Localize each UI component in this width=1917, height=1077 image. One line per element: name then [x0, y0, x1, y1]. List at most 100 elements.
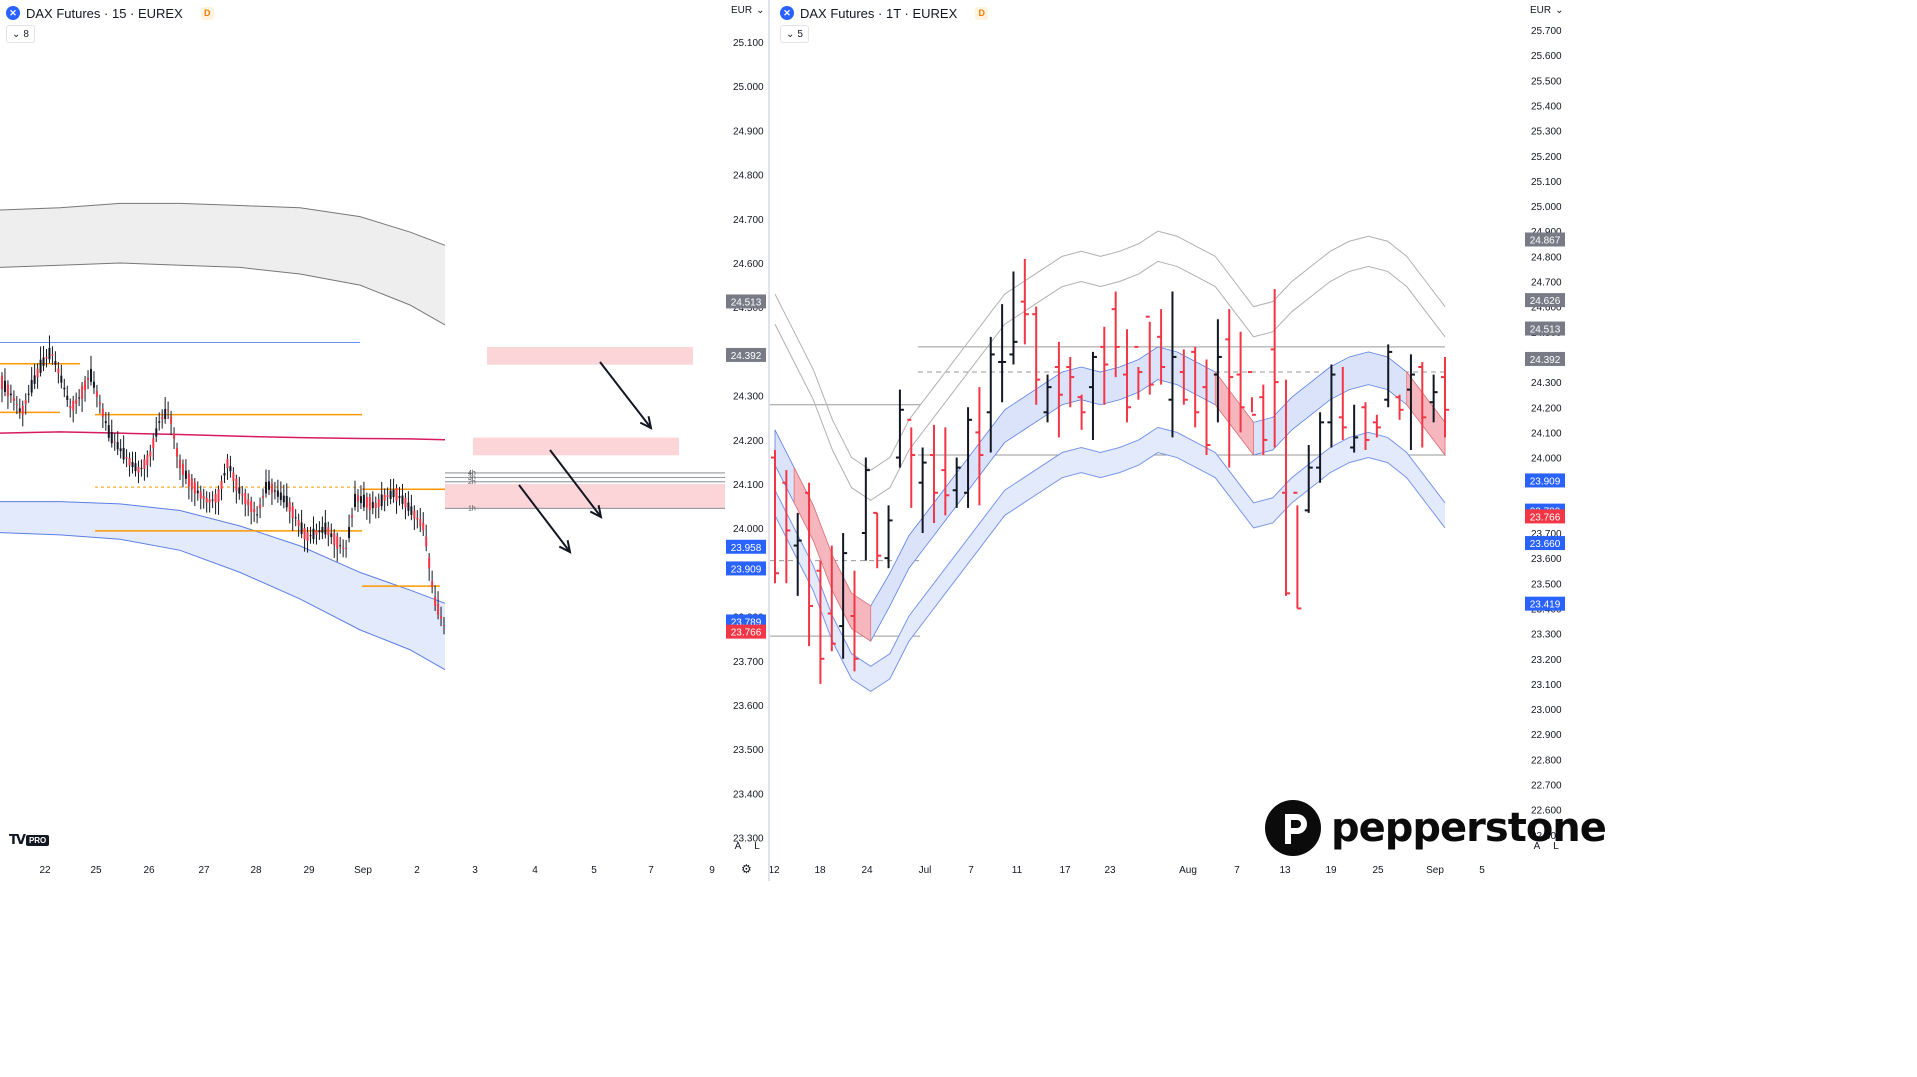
candle-body: [368, 497, 371, 511]
candle-body: [253, 508, 256, 513]
candle-body: [443, 625, 445, 627]
price-badge-label: 23.419: [1530, 600, 1561, 611]
candle-body: [176, 447, 179, 457]
candle-body: [407, 502, 410, 511]
gear-icon[interactable]: ⚙: [741, 862, 752, 876]
candle-body: [27, 393, 30, 395]
candle-body: [374, 503, 377, 509]
candle-body: [205, 497, 208, 503]
candle-body: [54, 361, 57, 365]
candle-body: [392, 489, 395, 498]
candle-body: [134, 463, 137, 472]
x-tick-label: 7: [1234, 865, 1240, 876]
indicator-toggle[interactable]: ⌄ 5: [780, 25, 809, 43]
candle-body: [87, 377, 90, 380]
y-tick-label: 24.200: [1531, 403, 1562, 414]
candle-body: [351, 515, 354, 518]
x-tick-label: Sep: [354, 865, 372, 876]
indicator-count: 5: [797, 28, 803, 40]
candle-body: [193, 482, 196, 494]
log-scale-button[interactable]: L: [754, 840, 760, 852]
price-badge: [1525, 536, 1565, 551]
candle-body: [196, 490, 199, 494]
symbol-icon: ✕: [6, 6, 20, 20]
pane-divider[interactable]: [768, 0, 770, 881]
y-tick-label: 24.600: [1531, 303, 1562, 314]
x-tick-label: 17: [1059, 865, 1071, 876]
price-badge-label: 23.766: [1530, 512, 1561, 523]
candle-body: [279, 492, 282, 501]
price-badge: [1525, 321, 1565, 336]
candle-body: [95, 391, 98, 397]
indicator-toggle[interactable]: ⌄ 8: [6, 25, 35, 43]
candle-body: [226, 458, 229, 469]
y-tick-label: 24.000: [1531, 454, 1562, 465]
left-chart-header: ✕ DAX Futures · 15 · EUREX D: [6, 3, 214, 23]
candle-body: [202, 496, 205, 500]
pro-badge: PRO: [25, 834, 50, 846]
candle-body: [285, 495, 288, 508]
candle-body: [12, 397, 15, 401]
candle-body: [15, 404, 18, 406]
tradingview-mark: TV: [9, 832, 26, 848]
candle-body: [265, 482, 268, 494]
y-tick-label: 24.700: [733, 215, 764, 226]
candle-body: [199, 491, 202, 499]
candle-body: [312, 528, 315, 540]
data-source-badge: D: [200, 6, 214, 20]
candle-body: [247, 499, 250, 506]
auto-scale-button[interactable]: A: [734, 840, 742, 852]
candle-body: [371, 501, 374, 509]
currency-selector[interactable]: EUR ⌄: [1530, 5, 1564, 16]
indicator-count: 8: [23, 28, 29, 40]
candle-body: [395, 487, 398, 501]
timeframe-label: 1h: [468, 505, 476, 512]
candle-body: [354, 493, 357, 508]
y-tick-label: 23.500: [733, 745, 764, 756]
y-tick-label: 23.200: [1531, 655, 1562, 666]
candle-body: [339, 545, 342, 547]
candle-body: [167, 409, 170, 411]
candle-body: [250, 501, 253, 512]
x-tick-label: 28: [250, 865, 262, 876]
price-badge-label: 23.958: [731, 543, 762, 554]
candle-body: [45, 356, 48, 359]
y-tick-label: 23.500: [1531, 579, 1562, 590]
candle-body: [84, 381, 87, 390]
candle-body: [220, 480, 223, 490]
candle-body: [187, 473, 190, 487]
y-tick-label: 25.100: [733, 38, 764, 49]
y-tick-label: 24.500: [733, 303, 764, 314]
price-badge: [726, 294, 766, 309]
left-chart-title[interactable]: DAX Futures · 15 · EUREX: [26, 5, 183, 21]
left-chart-pane[interactable]: 22 25 26 27 28 29 Sep 2 3 4 5 7 9 25.100 25.000 24.900 2…: [0, 0, 768, 881]
right-chart-title[interactable]: DAX Futures · 1T · EUREX: [800, 5, 958, 21]
candle-body: [365, 497, 368, 508]
y-tick-label: 24.800: [1531, 252, 1562, 263]
trend-arrow-head: [558, 540, 572, 554]
candle-body: [214, 494, 217, 503]
candle-body: [21, 405, 24, 415]
candle-body: [48, 347, 51, 360]
envelope-line: [774, 230, 1446, 471]
supply-zone: [487, 346, 693, 365]
y-tick-label: 24.200: [733, 436, 764, 447]
candle-body: [6, 384, 9, 397]
trend-arrow: [549, 449, 602, 518]
candle-body: [158, 421, 161, 423]
candle-body: [413, 510, 416, 519]
right-chart-canvas[interactable]: 12 18 24 Jul 7 11 17 23 Aug 7 13 19 25 Sep 5 25.700 25.6…: [770, 0, 1567, 881]
right-chart-pane[interactable]: 12 18 24 Jul 7 11 17 23 Aug 7 13 19 25 Sep 5 25.700 25.6…: [770, 0, 1567, 881]
candle-body: [276, 490, 279, 497]
candle-body: [342, 547, 345, 549]
left-chart-canvas[interactable]: 22 25 26 27 28 29 Sep 2 3 4 5 7 9 25.100 25.000 24.900 2…: [0, 0, 768, 881]
chevron-down-icon: ⌄: [12, 28, 21, 40]
candle-body: [300, 522, 303, 535]
candle-body: [208, 499, 211, 503]
auto-scale-button[interactable]: A: [1533, 840, 1541, 852]
candle-body: [324, 522, 327, 535]
log-scale-button[interactable]: L: [1553, 840, 1559, 852]
candle-body: [146, 455, 149, 466]
y-tick-label: 24.600: [733, 259, 764, 270]
currency-selector[interactable]: EUR ⌄: [731, 5, 765, 16]
